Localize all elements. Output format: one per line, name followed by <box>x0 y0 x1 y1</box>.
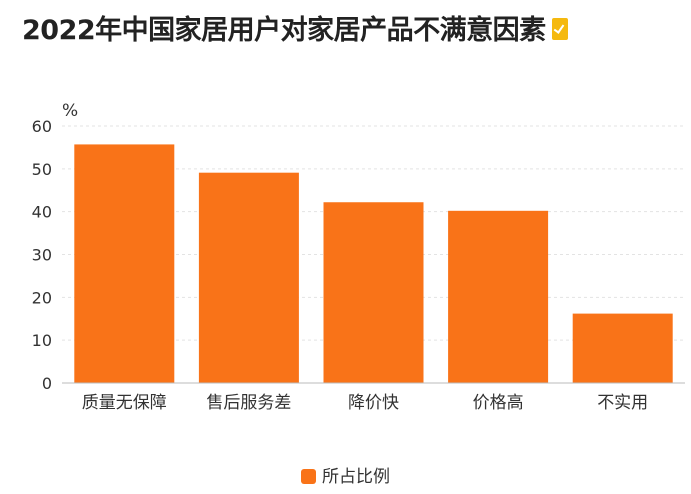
x-tick-label: 不实用 <box>597 393 648 413</box>
y-tick-label: 0 <box>42 374 52 393</box>
x-tick-label: 售后服务差 <box>206 393 291 413</box>
legend-label: 所占比例 <box>322 467 390 487</box>
x-tick-label: 质量无保障 <box>82 393 167 413</box>
bar[interactable] <box>573 314 673 383</box>
bar[interactable] <box>324 202 424 383</box>
x-axis-labels: 质量无保障 售后服务差 降价快 价格高 不实用 <box>82 393 648 413</box>
bar[interactable] <box>74 144 174 383</box>
y-axis-ticks: 0 10 20 30 40 50 60 <box>32 117 52 393</box>
legend-swatch <box>301 469 316 484</box>
bars <box>74 144 672 383</box>
x-tick-label: 价格高 <box>473 393 524 413</box>
legend[interactable]: 所占比例 <box>0 462 691 487</box>
y-tick-label: 60 <box>32 117 52 136</box>
y-tick-label: 40 <box>32 203 52 222</box>
y-tick-label: 10 <box>32 331 52 350</box>
x-tick-label: 降价快 <box>348 393 399 413</box>
bar[interactable] <box>199 173 299 383</box>
y-axis-unit: % <box>62 101 78 121</box>
y-tick-label: 30 <box>32 246 52 265</box>
y-tick-label: 50 <box>32 160 52 179</box>
bar[interactable] <box>448 211 548 383</box>
y-tick-label: 20 <box>32 288 52 307</box>
